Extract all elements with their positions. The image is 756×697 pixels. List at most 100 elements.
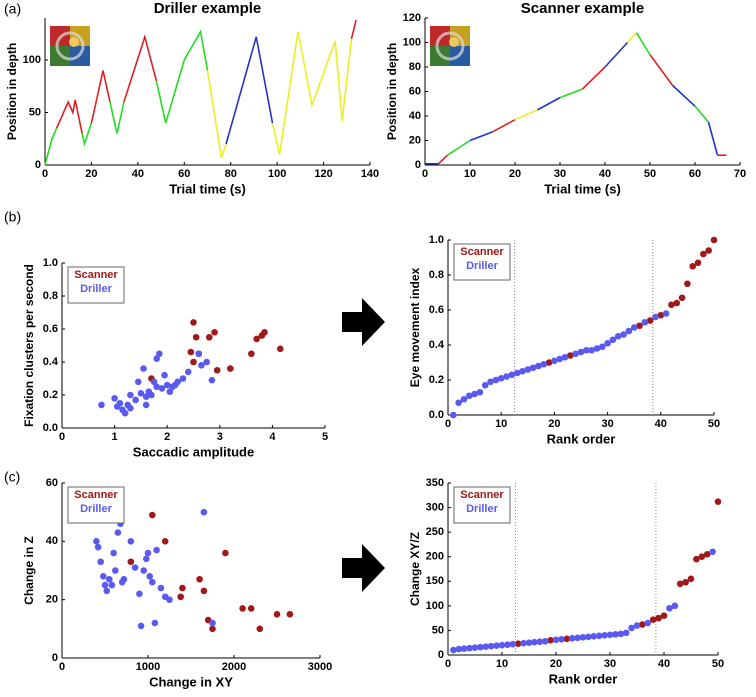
x-axis-title: Trial time (s)	[169, 181, 246, 196]
legend-label: Driller	[466, 260, 499, 272]
point	[710, 236, 718, 244]
point	[609, 336, 617, 344]
point	[574, 634, 581, 642]
x-tick-label: 70	[734, 168, 746, 180]
point	[211, 329, 218, 336]
x-tick-label: 0	[59, 431, 65, 443]
line	[155, 29, 209, 124]
point	[630, 324, 638, 331]
legend-box	[453, 243, 511, 281]
x-tick-label: 3000	[308, 661, 332, 673]
point	[131, 564, 139, 571]
point	[676, 580, 684, 588]
x-tick-label: 2	[164, 431, 170, 443]
point	[552, 636, 560, 644]
line	[447, 139, 471, 156]
point	[466, 644, 473, 652]
point	[151, 619, 159, 627]
point	[471, 390, 478, 398]
x-axis-title: Saccadic amplitude	[133, 444, 254, 459]
x-tick-label: 1	[112, 431, 118, 443]
x-tick-label: 20	[85, 168, 97, 180]
point	[698, 553, 706, 561]
chart-title: Driller example	[154, 0, 262, 17]
point	[239, 605, 246, 612]
x-tick-label: 60	[689, 168, 701, 180]
point	[531, 638, 538, 646]
point	[179, 584, 186, 592]
line	[581, 66, 606, 90]
point	[192, 333, 200, 341]
x-tick-label: 50	[708, 418, 720, 430]
point	[477, 643, 484, 651]
point	[203, 358, 210, 366]
x-tick-label: 40	[658, 658, 670, 670]
point	[536, 638, 544, 646]
legend-box	[67, 266, 125, 304]
point	[144, 549, 152, 557]
y-tick-label: 200	[426, 551, 444, 563]
x-tick-label: 120	[314, 168, 332, 180]
point	[136, 590, 143, 598]
x-tick-label: 100	[268, 168, 286, 180]
point	[98, 401, 105, 409]
point	[709, 548, 716, 556]
point	[545, 359, 553, 366]
point	[137, 622, 145, 630]
x-tick-label: 20	[548, 418, 560, 430]
point	[158, 385, 166, 392]
point	[628, 624, 635, 632]
y-tick-label: 40	[409, 110, 421, 122]
x-tick-label: 40	[599, 168, 611, 180]
point	[455, 399, 462, 407]
y-tick-label: 150	[426, 575, 444, 587]
y-axis-title: Fixation clusters per second	[22, 264, 36, 427]
quadrant-icon	[430, 26, 470, 66]
point	[588, 346, 595, 354]
y-tick-label: 0.2	[429, 374, 444, 386]
line	[81, 122, 93, 148]
point	[460, 395, 468, 403]
point	[120, 575, 128, 583]
line	[469, 131, 493, 142]
x-tick-label: 140	[361, 168, 379, 180]
y-tick-label: 350	[426, 477, 444, 489]
y-tick-label: 50	[29, 106, 41, 118]
point	[153, 355, 160, 363]
x-tick-label: 80	[225, 168, 237, 180]
point	[209, 619, 216, 627]
point	[261, 329, 268, 336]
point	[481, 381, 489, 389]
y-tick-label: 50	[432, 624, 444, 636]
x-tick-label: 0	[445, 418, 451, 430]
x-axis-title: Rank order	[547, 431, 616, 446]
point	[684, 280, 691, 288]
panel-label: (c)	[4, 469, 20, 485]
legend-label: Driller	[80, 503, 113, 515]
x-tick-label: 50	[644, 168, 656, 180]
line	[604, 41, 629, 68]
point	[520, 639, 527, 647]
y-tick-label: 1.0	[43, 257, 58, 269]
point	[273, 610, 281, 618]
point	[137, 390, 145, 397]
point	[157, 584, 165, 592]
y-tick-label: 300	[426, 501, 444, 513]
point	[541, 637, 549, 645]
point	[493, 642, 500, 649]
y-tick-label: 40	[46, 535, 58, 547]
point	[108, 581, 116, 589]
point	[714, 498, 722, 505]
point	[198, 362, 205, 369]
line	[514, 109, 538, 121]
point	[253, 335, 260, 343]
x-tick-label: 20	[509, 168, 521, 180]
point	[482, 643, 490, 650]
point	[127, 538, 135, 545]
point	[657, 311, 665, 319]
x-axis-title: Trial time (s)	[544, 181, 621, 196]
point	[689, 262, 697, 270]
legend-label: Driller	[80, 283, 113, 295]
y-tick-label: 0	[35, 159, 41, 171]
point	[248, 350, 255, 358]
